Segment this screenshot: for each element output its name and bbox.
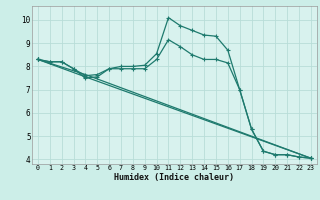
X-axis label: Humidex (Indice chaleur): Humidex (Indice chaleur) bbox=[115, 173, 234, 182]
